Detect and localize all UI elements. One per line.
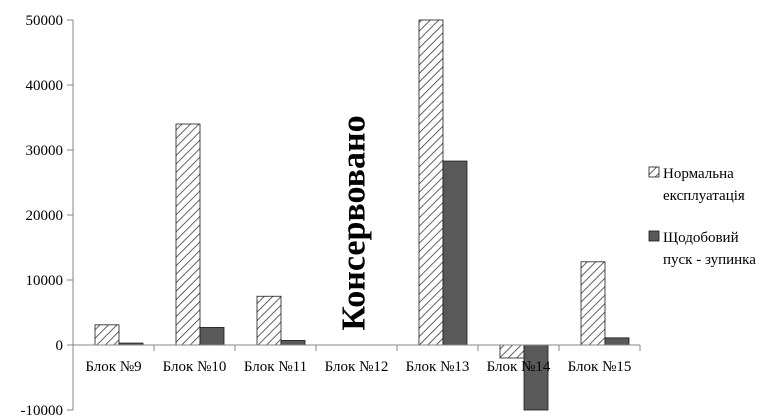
x-tick-label: Блок №13 [406, 359, 470, 375]
bar-daily-start-stop-6 [604, 337, 630, 346]
x-tick-label: Блок №9 [85, 359, 141, 375]
legend-swatch-normal-operation [648, 166, 660, 178]
x-tick-label: Блок №11 [244, 359, 307, 375]
x-tick-label: Блок №12 [325, 359, 389, 375]
y-tick-label: 0 [56, 338, 64, 354]
annotation-conserved-label: Консервовано [336, 115, 373, 330]
legend-label: експлуатація [663, 188, 745, 204]
bar-normal-operation-5 [499, 344, 525, 359]
bar-daily-start-stop-5 [523, 344, 549, 411]
bar-normal-operation-1 [175, 123, 201, 346]
y-tick-label: 10000 [26, 273, 64, 289]
bar-daily-start-stop-1 [199, 327, 225, 346]
x-tick-label: Блок №15 [568, 359, 632, 375]
x-axis: Блок №9 Блок №10 Блок №11 Блок №12 Блок №13 Б… [72, 344, 641, 375]
legend-swatch-daily-start-stop [648, 230, 660, 242]
bar-daily-start-stop-2 [280, 340, 306, 346]
bar-normal-operation-6 [580, 261, 606, 346]
y-tick-label: 40000 [26, 78, 64, 94]
legend-label: пуск - зупинка [663, 252, 756, 268]
y-tick-label: -10000 [21, 403, 64, 416]
bar-daily-start-stop-4 [442, 160, 468, 346]
bar-normal-operation-2 [256, 295, 282, 346]
bar-normal-operation-4 [418, 19, 444, 346]
legend-label: Нормальна [663, 166, 734, 182]
y-axis: -10000 0 10000 20000 30000 40000 50000 [21, 13, 74, 416]
annotations: Консервовано [336, 115, 373, 330]
y-tick-label: 50000 [26, 13, 64, 29]
x-tick-label: Блок №10 [163, 359, 227, 375]
bar-normal-operation-0 [94, 324, 120, 346]
legend: Нормальна експлуатація Щодобовий пуск - зуп… [648, 166, 756, 268]
y-tick-label: 30000 [26, 143, 64, 159]
bars [94, 19, 630, 411]
x-tick-label: Блок №14 [487, 359, 551, 375]
legend-label: Щодобовий [663, 230, 739, 246]
y-tick-label: 20000 [26, 208, 64, 224]
